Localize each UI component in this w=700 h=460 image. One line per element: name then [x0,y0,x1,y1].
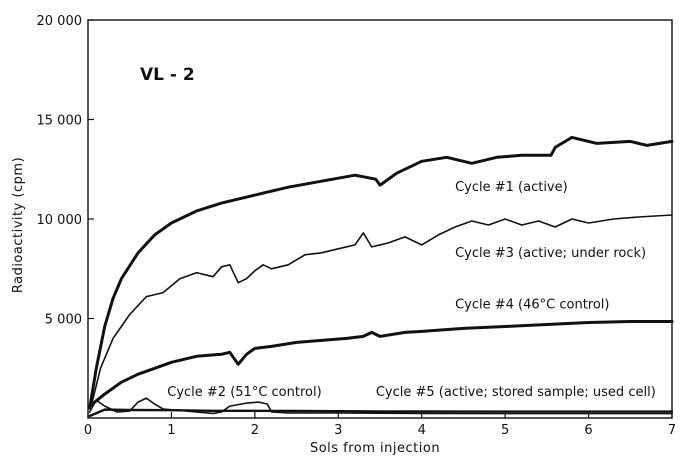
x-tick-label: 0 [84,423,92,438]
y-axis-title: Radioactivity (cpm) [11,157,26,293]
y-tick-label: 5 000 [45,313,82,328]
y-tick-label: 10 000 [37,213,83,228]
x-axis-title: Sols from injection [310,441,440,456]
series-label-3: Cycle #4 (46°C control) [455,298,609,313]
x-tick-label: 5 [501,423,509,438]
series-layer [88,135,674,418]
y-axis: 5 000 10 000 15 000 20 000 [37,14,94,328]
series-label-2: Cycle #3 (active; under rock) [455,246,646,261]
series-label-4: Cycle #2 (51°C control) [167,385,321,400]
panel-label: VL - 2 [140,65,195,85]
series-line-3 [88,320,674,408]
series-label-5: Cycle #5 (active; stored sample; used ce… [376,385,656,400]
x-tick-label: 1 [167,423,175,438]
x-tick-label: 7 [668,423,676,438]
series-line-5 [88,408,674,418]
x-tick-label: 4 [418,423,426,438]
y-tick-label: 15 000 [37,114,83,129]
annotations-layer: Cycle #1 (active) Cycle #3 (active; under… [167,180,656,400]
series-label-1: Cycle #1 (active) [455,180,568,195]
x-tick-label: 2 [251,423,259,438]
x-tick-label: 3 [334,423,342,438]
x-tick-label: 6 [584,423,592,438]
x-axis: 0 1 2 3 4 5 6 7 [84,412,676,438]
series-line-2 [91,214,673,403]
y-tick-label: 20 000 [37,14,83,29]
series-line-1 [88,135,674,410]
